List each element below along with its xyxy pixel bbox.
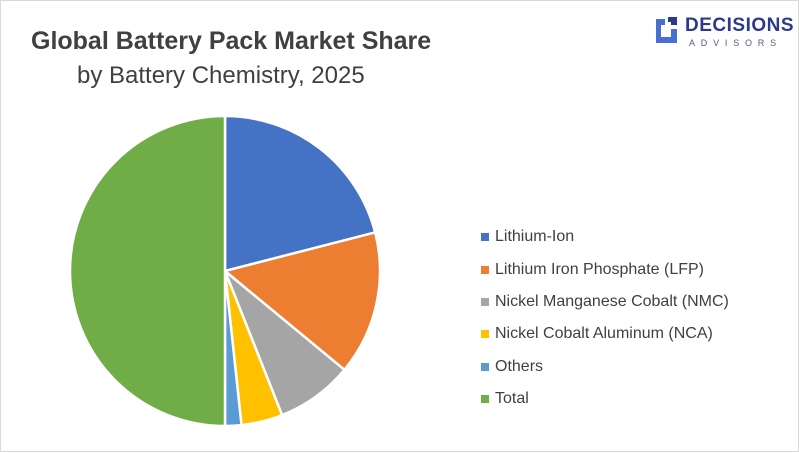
- brand-logo-tagline: ADVISORS: [689, 38, 782, 48]
- legend-label: Nickel Manganese Cobalt (NMC): [495, 292, 729, 310]
- legend-label: Lithium Iron Phosphate (LFP): [495, 260, 704, 278]
- pie-slice-total: [68, 114, 227, 428]
- legend-label: Lithium-Ion: [495, 228, 575, 246]
- legend-item: Total: [481, 383, 729, 415]
- legend-item: Lithium-Ion: [481, 221, 729, 253]
- pie-slice-lithium-ion: [223, 114, 377, 273]
- pie-slice-lithium-iron-phosphate-lfp: [223, 231, 382, 372]
- chart-legend: Lithium-Ion Lithium Iron Phosphate (LFP) N…: [481, 221, 729, 415]
- legend-label: Total: [495, 390, 529, 408]
- brand-logo: DECISIONS ADVISORS: [651, 13, 795, 53]
- legend-item: Nickel Cobalt Aluminum (NCA): [481, 318, 729, 350]
- legend-swatch: [481, 265, 489, 274]
- legend-swatch: [481, 395, 489, 404]
- legend-swatch: [481, 330, 489, 339]
- legend-label: Others: [495, 357, 544, 375]
- legend-swatch: [481, 297, 489, 306]
- brand-logo-name: DECISIONS: [685, 15, 795, 36]
- chart-subtitle: by Battery Chemistry, 2025: [77, 62, 365, 89]
- brand-logo-icon: [656, 17, 677, 43]
- legend-item: Lithium Iron Phosphate (LFP): [481, 253, 729, 285]
- legend-item: Others: [481, 351, 729, 383]
- legend-swatch: [481, 362, 489, 371]
- legend-item: Nickel Manganese Cobalt (NMC): [481, 286, 729, 318]
- legend-label: Nickel Cobalt Aluminum (NCA): [495, 325, 713, 343]
- chart-title: Global Battery Pack Market Share: [31, 27, 432, 55]
- legend-swatch: [481, 233, 489, 242]
